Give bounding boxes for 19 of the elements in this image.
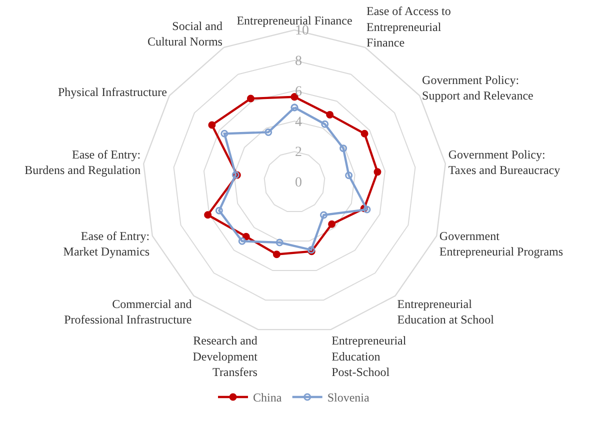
- spoke-label: Ease of Entry: Market Dynamics: [63, 229, 150, 259]
- spoke-label: Ease of Access to Entrepreneurial Finance: [366, 4, 451, 50]
- spoke-label: Social and Cultural Norms: [147, 18, 223, 48]
- y-tick-label: 8: [295, 54, 302, 69]
- spoke-label: Physical Infrastructure: [58, 85, 167, 100]
- spoke-label: Government Entrepreneurial Programs: [439, 229, 564, 259]
- spoke-label: Commercial and Professional Infrastructure: [64, 296, 192, 326]
- spoke-label: Entrepreneurial Education at School: [397, 296, 495, 326]
- y-tick-label: 4: [295, 114, 302, 130]
- spoke-label: Ease of Entry: Burdens and Regulation: [24, 147, 141, 178]
- spoke-label: Government Policy: Taxes and Bureaucracy: [448, 147, 560, 178]
- y-tick-label: 2: [295, 145, 302, 160]
- legend-label: Slovenia: [327, 390, 370, 405]
- y-tick-label: 0: [295, 176, 302, 191]
- legend-label: China: [253, 390, 282, 405]
- y-tick-label: 6: [295, 84, 302, 100]
- spoke-label: Research and Development Transfers: [192, 334, 258, 379]
- spoke-label: Government Policy: Support and Relevance: [422, 72, 534, 102]
- spoke-label: Entrepreneurial Education Post-School: [332, 334, 407, 379]
